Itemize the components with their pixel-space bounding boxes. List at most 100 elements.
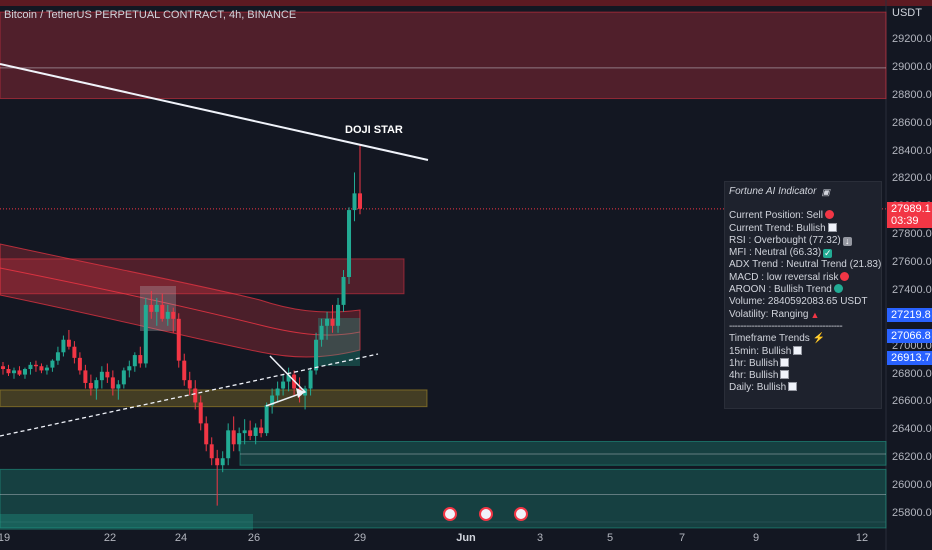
candle xyxy=(352,172,357,222)
candle xyxy=(143,297,148,368)
price-tick-label: 28600.0 xyxy=(892,116,932,129)
chart-up-icon xyxy=(827,222,837,232)
candle-body xyxy=(270,395,275,406)
candle-body xyxy=(50,360,55,368)
indicator-title-text: Fortune AI Indicator xyxy=(729,186,817,197)
candle xyxy=(127,360,132,378)
candle-body xyxy=(17,370,22,375)
candle-body xyxy=(66,339,71,347)
candle xyxy=(61,335,66,357)
indicator-row: AROON : Bullish Trend xyxy=(729,284,877,296)
price-tick-label: 29000.0 xyxy=(892,60,932,73)
candle-body xyxy=(61,339,66,353)
top-zone-strip xyxy=(0,0,932,6)
candle-body xyxy=(358,193,362,209)
candle xyxy=(154,297,159,326)
candle-body xyxy=(6,369,11,374)
zone-supply xyxy=(0,11,887,100)
price-badge-countdown: 03:39 xyxy=(891,214,919,227)
candle xyxy=(281,374,286,396)
zone-demand-low xyxy=(0,468,887,529)
indicator-row: 1hr: Bullish xyxy=(729,357,877,370)
candle-body xyxy=(330,318,335,326)
candle xyxy=(209,437,214,466)
candle-body xyxy=(314,339,319,371)
separator: ---------------------------------------- xyxy=(729,320,843,332)
chart-up-icon xyxy=(793,345,803,355)
candle-body xyxy=(149,304,154,312)
candle-body xyxy=(171,311,176,319)
time-tick-label: 24 xyxy=(174,532,188,544)
candle xyxy=(138,346,143,368)
us-flag-event-icon[interactable] xyxy=(443,507,457,521)
candle xyxy=(330,304,335,333)
time-tick-label: 7 xyxy=(678,532,686,544)
price-tick-label: 26800.0 xyxy=(892,367,932,380)
candle-body xyxy=(44,367,49,371)
candle-body xyxy=(275,388,280,396)
candle-body xyxy=(237,433,242,445)
candle xyxy=(22,367,27,379)
candle-body xyxy=(33,364,38,367)
indicator-row: Current Position: Sell xyxy=(729,210,877,222)
currency-label[interactable]: USDT xyxy=(892,7,922,19)
candlestick-series xyxy=(1,144,362,506)
channel-midline xyxy=(0,267,361,336)
candle xyxy=(165,304,170,326)
candle xyxy=(220,451,225,473)
candle xyxy=(99,366,104,389)
candle xyxy=(248,420,253,441)
indicator-row-text: Current Trend: Bullish xyxy=(729,222,826,234)
candle xyxy=(270,388,275,414)
candle xyxy=(50,359,55,372)
candle xyxy=(105,363,110,383)
candle xyxy=(198,395,203,431)
candle-body xyxy=(110,377,115,389)
candle-body xyxy=(352,193,357,211)
candle xyxy=(286,367,291,392)
candle xyxy=(121,367,126,389)
indicator-row-text: Volume: 2840592083.65 USDT xyxy=(729,296,868,308)
candle xyxy=(226,423,231,466)
price-tick-label: 26400.0 xyxy=(892,423,932,436)
zone-bottom-left xyxy=(0,514,253,530)
price-tick-label: 27400.0 xyxy=(892,283,932,296)
indicator-row-text: AROON : Bullish Trend xyxy=(729,284,832,296)
candle xyxy=(347,207,352,284)
candle-body xyxy=(72,346,77,358)
candle-body xyxy=(39,366,44,371)
candle-body xyxy=(325,318,330,326)
candle xyxy=(17,366,22,376)
candle-body xyxy=(253,427,258,436)
indicator-row: MFI : Neutral (66.33) ✓ xyxy=(729,247,877,259)
candle-body xyxy=(242,430,247,434)
us-flag-event-icon[interactable] xyxy=(479,507,493,521)
zone-support xyxy=(0,389,428,408)
candle-body xyxy=(182,360,187,381)
indicator-row-text: MFI : Neutral (66.33) xyxy=(729,247,822,259)
candle xyxy=(132,352,137,372)
candle xyxy=(110,370,115,396)
candle xyxy=(242,419,247,445)
regression-channel xyxy=(0,243,361,366)
candle-body xyxy=(1,366,5,370)
chart-up-icon xyxy=(788,382,798,392)
us-flag-event-icon[interactable] xyxy=(514,507,528,521)
candle xyxy=(94,377,99,400)
indicator-row: ADX Trend : Neutral Trend (21.83) xyxy=(729,259,881,271)
timeframe-title: Timeframe Trends ⚡ xyxy=(729,333,825,345)
candle-body xyxy=(77,357,82,371)
candle xyxy=(33,360,38,372)
candle-body xyxy=(11,370,16,374)
price-tick-label: 26000.0 xyxy=(892,479,932,492)
candle-body xyxy=(204,423,209,445)
candle xyxy=(176,313,181,368)
candle xyxy=(160,293,165,322)
time-tick-label: 12 xyxy=(855,532,869,544)
channel-band xyxy=(0,243,361,358)
price-zones xyxy=(0,11,887,530)
indicator-row: 4hr: Bullish xyxy=(729,370,877,382)
chart-up-icon xyxy=(780,357,790,367)
indicator-row: MACD : low reversal risk xyxy=(729,271,877,284)
